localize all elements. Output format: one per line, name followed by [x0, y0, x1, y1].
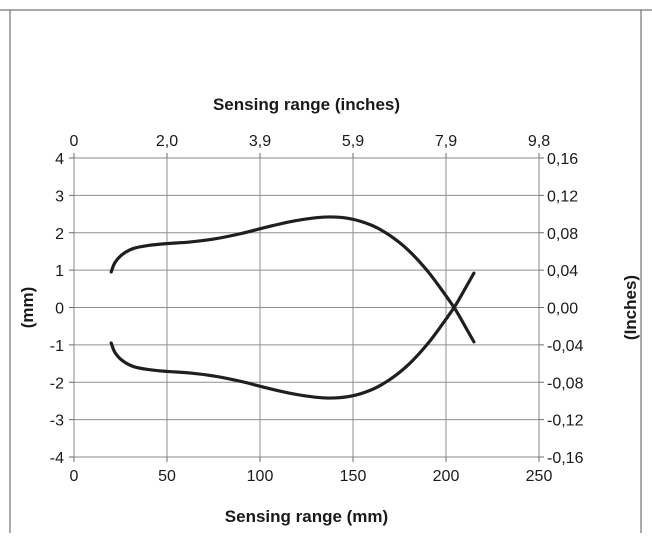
x-tick-top-4: 7,9 — [435, 133, 457, 150]
x-tick-top-3: 5,9 — [342, 133, 364, 150]
x-tick-bottom-1: 50 — [158, 468, 176, 485]
x-tick-bottom-2: 100 — [247, 468, 274, 485]
x-tick-bottom-3: 150 — [340, 468, 367, 485]
y-tick-right-2: 0,08 — [547, 226, 578, 243]
x-tick-bottom-0: 0 — [70, 468, 79, 485]
x-axis-title-top: Sensing range (inches) — [213, 95, 400, 114]
y-tick-left-0: 4 — [55, 151, 64, 168]
y-tick-right-4: 0,00 — [547, 301, 578, 318]
y-tick-left-1: 3 — [55, 188, 64, 205]
x-tick-top-5: 9,8 — [528, 133, 550, 150]
x-tick-bottom-4: 200 — [433, 468, 460, 485]
x-tick-top-2: 3,9 — [249, 133, 271, 150]
y-tick-right-6: -0,08 — [547, 375, 584, 392]
y-tick-left-2: 2 — [55, 226, 64, 243]
tick-marks — [69, 153, 544, 462]
x-tick-bottom-5: 250 — [526, 468, 553, 485]
y-axis-title-right: (Inches) — [621, 275, 640, 340]
y-tick-left-7: -3 — [50, 413, 64, 430]
series-line-0 — [109, 215, 476, 344]
y-tick-right-8: -0,16 — [547, 450, 584, 467]
x-tick-top-0: 0 — [70, 133, 79, 150]
y-tick-right-0: 0,16 — [547, 151, 578, 168]
y-tick-right-5: -0,04 — [547, 338, 584, 355]
series-layer — [109, 215, 476, 400]
series-line-1 — [109, 271, 476, 400]
x-axis-title-bottom: Sensing range (mm) — [225, 507, 388, 526]
y-tick-left-8: -4 — [50, 450, 64, 467]
y-tick-left-4: 0 — [55, 301, 64, 318]
y-tick-left-6: -2 — [50, 375, 64, 392]
y-tick-left-5: -1 — [50, 338, 64, 355]
y-tick-right-1: 0,12 — [547, 188, 578, 205]
y-tick-left-3: 1 — [55, 263, 64, 280]
x-tick-top-1: 2,0 — [156, 133, 178, 150]
y-tick-right-3: 0,04 — [547, 263, 578, 280]
y-tick-right-7: -0,12 — [547, 413, 584, 430]
y-axis-title-left: (mm) — [18, 287, 37, 329]
